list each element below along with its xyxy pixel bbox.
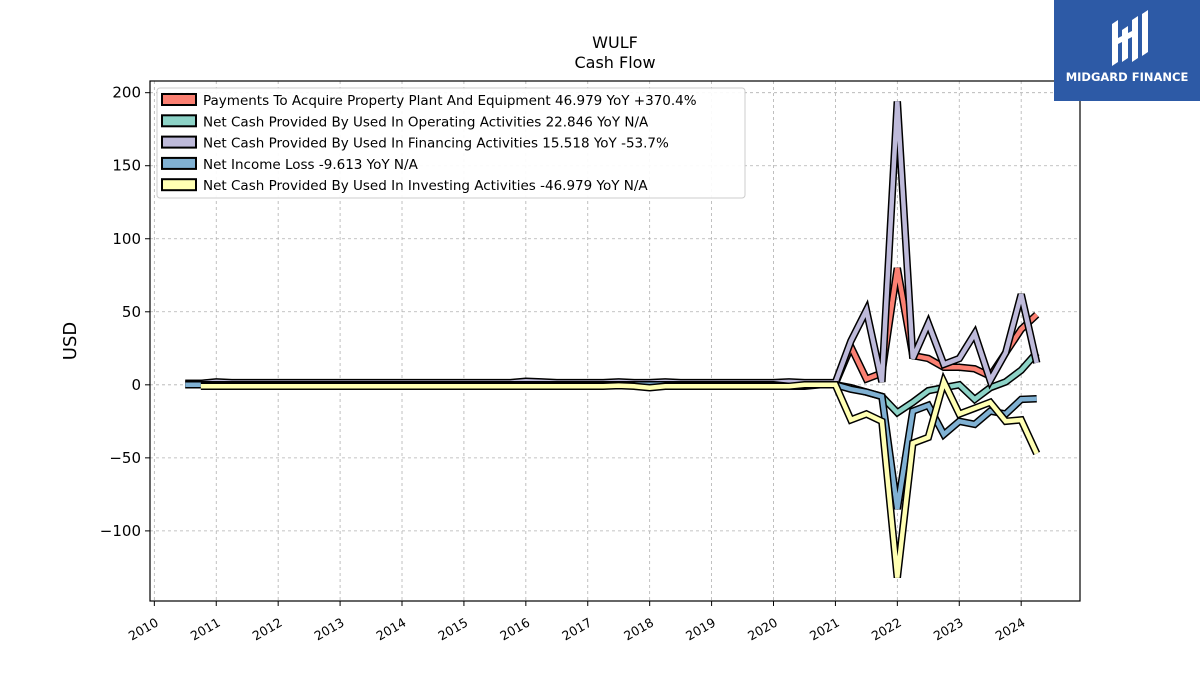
x-tick-label: 2010 <box>126 615 161 644</box>
chart-title: WULF <box>592 33 638 52</box>
legend-label: Payments To Acquire Property Plant And E… <box>203 93 697 109</box>
midgard-finance-logo: MIDGARD FINANCE <box>1054 0 1200 101</box>
legend-swatch <box>161 93 197 106</box>
chart-subtitle: Cash Flow <box>574 53 655 72</box>
y-axis-label: USD <box>60 322 81 360</box>
y-tick-label: 150 <box>112 157 141 175</box>
legend-label: Net Cash Provided By Used In Financing A… <box>203 136 669 152</box>
y-tick-label: −100 <box>100 522 141 540</box>
legend-box <box>156 87 746 199</box>
x-tick-label: 2019 <box>683 615 718 644</box>
y-axis: −100 −50 0 50 100 150 200 <box>100 84 150 540</box>
series-lines <box>185 101 1041 579</box>
logo-mark-icon <box>1112 10 1148 66</box>
logo-text: MIDGARD FINANCE <box>1065 70 1189 84</box>
legend-label: Net Income Loss -9.613 YoY N/A <box>203 157 419 173</box>
x-tick-label: 2024 <box>993 615 1028 644</box>
plot-frame <box>149 80 1081 602</box>
legend-swatch <box>161 178 197 192</box>
x-tick-label: 2011 <box>188 615 223 644</box>
legend-label: Net Cash Provided By Used In Operating A… <box>203 114 649 130</box>
x-axis: 2010 2011 2012 2013 2014 2015 2016 2017 2018 2019… <box>126 601 1028 644</box>
x-tick-label: 2015 <box>435 615 470 644</box>
legend-swatch <box>161 156 197 170</box>
y-tick-label: −50 <box>109 449 141 467</box>
y-tick-label: 50 <box>122 303 141 321</box>
legend-label: Net Cash Provided By Used In Investing A… <box>203 178 648 194</box>
y-tick-label: 0 <box>131 376 141 394</box>
x-tick-label: 2020 <box>745 615 780 644</box>
y-tick-label: 100 <box>112 230 141 248</box>
x-tick-label: 2018 <box>621 615 656 644</box>
legend: Payments To Acquire Property Plant And E… <box>156 87 746 199</box>
x-tick-label: 2012 <box>250 615 285 644</box>
x-tick-label: 2023 <box>931 615 966 644</box>
x-tick-label: 2021 <box>807 615 842 644</box>
series-stroke <box>200 375 1039 578</box>
legend-swatch <box>161 114 197 128</box>
x-tick-label: 2014 <box>373 615 408 644</box>
y-tick-label: 200 <box>112 84 141 102</box>
x-tick-label: 2017 <box>559 615 594 644</box>
series-line-4 <box>200 371 1041 579</box>
x-tick-label: 2022 <box>869 615 904 644</box>
x-tick-label: 2013 <box>312 615 347 644</box>
legend-swatch <box>161 135 197 149</box>
x-tick-label: 2016 <box>497 615 532 644</box>
